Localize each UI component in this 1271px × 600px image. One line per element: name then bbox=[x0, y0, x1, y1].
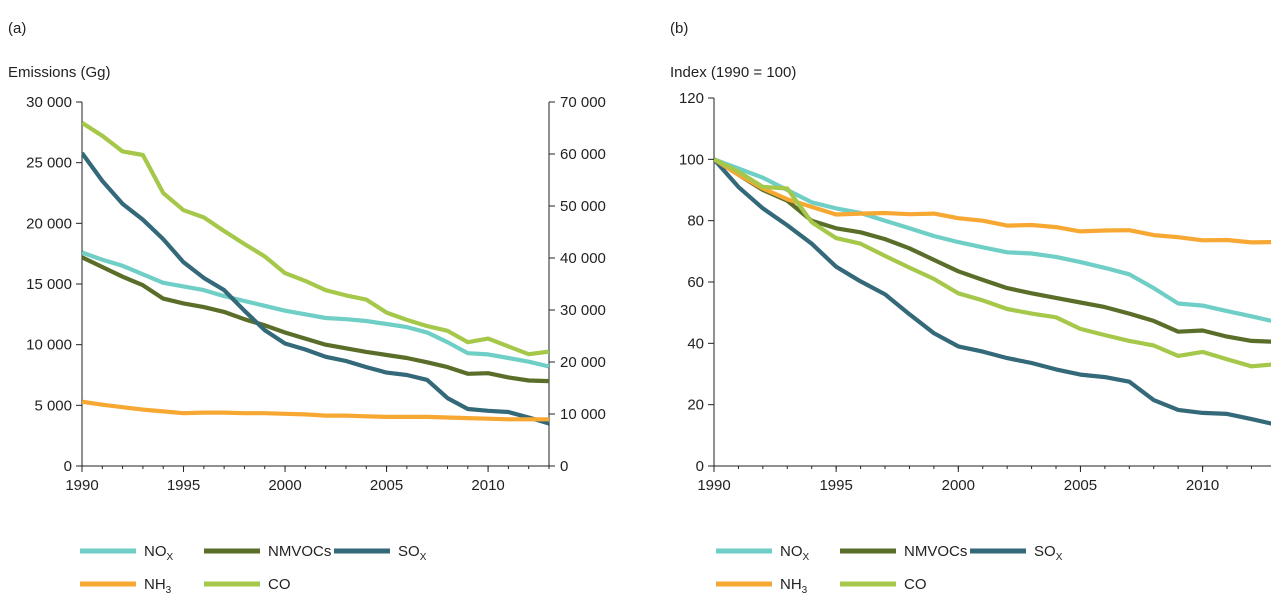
panel-b-axes: 0 20 40 60 80 100 120 1990 1995 2000 2005 2010 bbox=[679, 90, 1271, 494]
panel-b-x-tick-label: 2005 bbox=[1064, 477, 1097, 494]
panel-b-legend-label-nox: NOX bbox=[780, 543, 810, 563]
panel-a-series-sox bbox=[82, 151, 549, 426]
panel-b-y-tick-label: 40 bbox=[687, 335, 704, 352]
panel-a-legend-item-co: CO bbox=[204, 576, 291, 593]
panel-a-y2-tick-label: 60 000 bbox=[560, 146, 606, 163]
panel-b-legend-label-co: CO bbox=[904, 576, 927, 593]
panel-b-label: (b) bbox=[670, 20, 688, 37]
panel-a-x-tick-label: 2000 bbox=[268, 477, 301, 494]
panel-a-legend-subscript: 3 bbox=[166, 585, 172, 595]
panel-b-y-tick-label: 120 bbox=[679, 90, 704, 107]
panel-a-legend-item-sox: SOX bbox=[334, 543, 427, 563]
panel-a-emissions-chart: (a) Emissions (Gg) 0 5 000 10 000 15 000 20 … bbox=[8, 20, 606, 596]
panel-a-x-tick-label: 1990 bbox=[65, 477, 98, 494]
panel-a-y-tick-label: 20 000 bbox=[26, 215, 72, 232]
panel-a-series-lines bbox=[82, 121, 549, 426]
panel-a-legend-label-nh3: NH3 bbox=[144, 576, 172, 595]
panel-b-legend-item-nmvocs: NMVOCs bbox=[840, 543, 967, 560]
panel-b-x-tick-label: 1995 bbox=[819, 477, 852, 494]
panel-a-y-axis-title: Emissions (Gg) bbox=[8, 64, 111, 81]
panel-b-series-sox bbox=[714, 157, 1271, 426]
panel-a-legend-label-sox: SOX bbox=[398, 543, 427, 563]
panel-a-y2-tick-label: 70 000 bbox=[560, 94, 606, 111]
panel-a-y-tick-label: 10 000 bbox=[26, 337, 72, 354]
panel-a-legend-subscript: X bbox=[167, 552, 174, 563]
panel-b-index-chart: (b) Index (1990 = 100) 0 20 40 60 80 100 120 19… bbox=[670, 20, 1271, 596]
panel-b-y-tick-label: 20 bbox=[687, 397, 704, 414]
panel-b-series-lines bbox=[714, 157, 1271, 426]
panel-a-x-tick-label: 2005 bbox=[370, 477, 403, 494]
panel-a-legend-label-nox: NOX bbox=[144, 543, 174, 563]
panel-a-legend-item-nox: NOX bbox=[80, 543, 174, 563]
panel-a-y2-tick-label: 50 000 bbox=[560, 198, 606, 215]
panel-a-y-tick-label: 30 000 bbox=[26, 94, 72, 111]
panel-a-label: (a) bbox=[8, 20, 26, 37]
panel-a-y2-tick-label: 10 000 bbox=[560, 406, 606, 423]
panel-a-series-co bbox=[82, 121, 549, 357]
panel-b-y-tick-label: 60 bbox=[687, 274, 704, 291]
panel-a-series-nmvocs bbox=[82, 255, 549, 384]
panel-b-legend-item-sox: SOX bbox=[970, 543, 1063, 563]
panel-b-series-nh3 bbox=[714, 157, 1271, 245]
panel-a-legend-label-co: CO bbox=[268, 576, 291, 593]
panel-a-y2-tick-label: 30 000 bbox=[560, 302, 606, 319]
panel-a-x-tick-label: 1995 bbox=[167, 477, 200, 494]
panel-a-legend-item-nh3: NH3 bbox=[80, 576, 172, 596]
panel-a-legend-item-nmvocs: NMVOCs bbox=[204, 543, 331, 560]
panel-b-legend-subscript: 3 bbox=[802, 585, 808, 595]
panel-b-y-tick-label: 80 bbox=[687, 213, 704, 230]
panel-a-y-tick-label: 25 000 bbox=[26, 155, 72, 172]
panel-a-legend-subscript: X bbox=[420, 552, 427, 563]
panel-a-y2-tick-label: 40 000 bbox=[560, 250, 606, 267]
panel-b-series-co bbox=[714, 157, 1271, 369]
panel-a-y-tick-label: 5 000 bbox=[34, 397, 72, 414]
panel-b-x-tick-label: 2010 bbox=[1186, 477, 1219, 494]
panel-b-y-tick-label: 0 bbox=[696, 458, 704, 475]
panel-b-legend: NOX NMVOCs SOX NH3 CO bbox=[716, 543, 1063, 596]
panel-b-x-tick-label: 1990 bbox=[697, 477, 730, 494]
panel-b-legend-item-nh3: NH3 bbox=[716, 576, 808, 596]
panel-b-legend-subscript: X bbox=[803, 552, 810, 563]
panel-a-legend-label-nmvocs: NMVOCs bbox=[268, 543, 331, 560]
panel-b-series-nox bbox=[714, 157, 1271, 323]
panel-b-legend-item-co: CO bbox=[840, 576, 927, 593]
panel-b-legend-subscript: X bbox=[1056, 552, 1063, 563]
panel-a-series-nh3 bbox=[82, 399, 549, 422]
panel-b-legend-label-sox: SOX bbox=[1034, 543, 1063, 563]
panel-a-y-tick-label: 0 bbox=[64, 458, 72, 475]
panel-b-legend-label-nmvocs: NMVOCs bbox=[904, 543, 967, 560]
panel-b-legend-label-nh3: NH3 bbox=[780, 576, 808, 595]
panel-a-y2-tick-label: 20 000 bbox=[560, 354, 606, 371]
panel-a-y-tick-label: 15 000 bbox=[26, 276, 72, 293]
panel-a-legend: NOX NMVOCs SOX NH3 CO bbox=[80, 543, 427, 596]
panel-a-x-tick-label: 2010 bbox=[471, 477, 504, 494]
panel-a-series-nox bbox=[82, 250, 549, 369]
panel-b-y-axis-title: Index (1990 = 100) bbox=[670, 64, 796, 81]
panel-a-y2-tick-label: 0 bbox=[560, 458, 568, 475]
panel-b-y-tick-label: 100 bbox=[679, 151, 704, 168]
panel-a-axes: 0 5 000 10 000 15 000 20 000 25 000 30 000 0 10 … bbox=[26, 94, 606, 494]
panel-b-x-tick-label: 2000 bbox=[942, 477, 975, 494]
panel-b-legend-item-nox: NOX bbox=[716, 543, 810, 563]
